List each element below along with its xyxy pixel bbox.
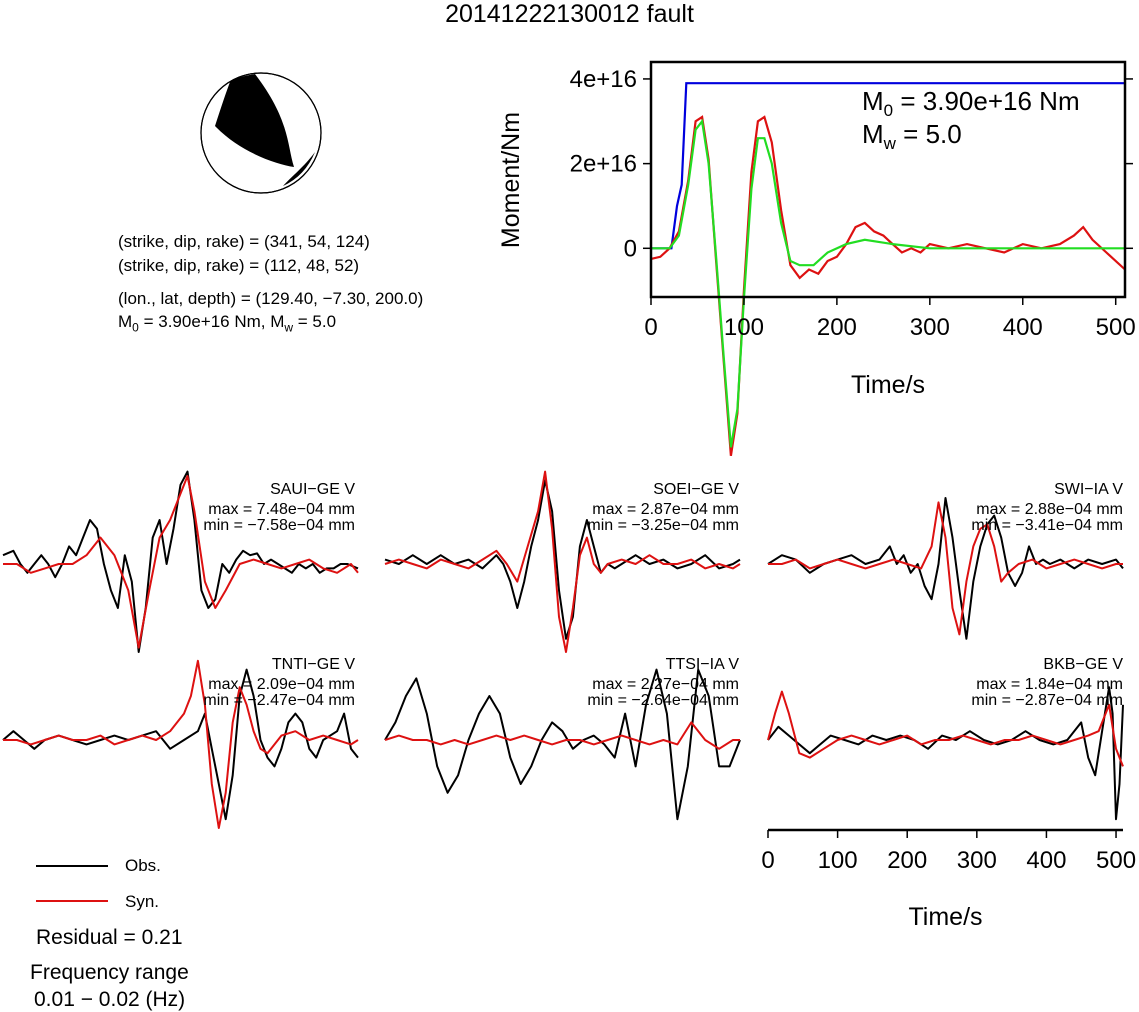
beachball-compression-quadrant-2 <box>283 152 315 186</box>
moment-ytick-label: 2e+16 <box>570 151 637 178</box>
station-name: TNTI−GE V <box>272 656 355 673</box>
beachball-compression-quadrant-1 <box>215 74 294 167</box>
station-name: SOEI−GE V <box>653 481 739 498</box>
moment-xtick-label: 100 <box>724 314 764 341</box>
station-max: max = 1.84e−04 mm <box>976 676 1123 693</box>
moment-symbol: M <box>118 312 133 331</box>
moment-ytick-label: 0 <box>624 235 637 262</box>
moment-plot-frame <box>649 60 1127 299</box>
station-max: max = 2.09e−04 mm <box>208 676 355 693</box>
moment-xtick-label: 500 <box>1096 314 1136 341</box>
moment-series-green <box>651 118 1125 448</box>
moment-ytick-label: 4e+16 <box>570 66 637 93</box>
hypocenter-location: (lon., lat, depth) = (129.40, −7.30, 200… <box>118 289 424 308</box>
moment-series-red <box>650 115 1126 456</box>
station-name: BKB−GE V <box>1043 656 1123 673</box>
moment-value: = 3.90e+16 Nm, M <box>138 312 285 331</box>
beachball-outline-top <box>200 72 322 194</box>
moment-xtick-label: 0 <box>644 314 657 341</box>
nodal-plane-2: (strike, dip, rake) = (112, 48, 52) <box>118 256 360 275</box>
synthetic-trace <box>3 659 359 829</box>
station-min: min = −2.87e−04 mm <box>971 692 1123 709</box>
waveform-xtick-label: 0 <box>761 847 774 874</box>
moment-ylabel: Moment/Nm <box>497 112 525 248</box>
station-max: max = 2.88e−04 mm <box>976 501 1123 518</box>
waveform-xtick-label: 400 <box>1026 847 1066 874</box>
waveform-xtick-label: 200 <box>887 847 927 874</box>
moment-xtick-label: 200 <box>817 314 857 341</box>
station-name: TTSI−IA V <box>666 656 740 673</box>
figure-title: 20141222130012 fault <box>445 0 694 28</box>
observed-trace <box>2 470 359 653</box>
moment-subscript: 0 <box>132 320 139 335</box>
moment-xtick-label: 400 <box>1003 314 1043 341</box>
station-min: min = −3.41e−04 mm <box>971 517 1123 534</box>
moment-xtick-label: 300 <box>910 314 950 341</box>
waveform-xtick-label: 300 <box>957 847 997 874</box>
residual-text: Residual = 0.21 <box>36 926 183 949</box>
moment-series-blue <box>651 82 1125 250</box>
observed-trace <box>384 668 741 821</box>
station-min: min = −2.47e−04 mm <box>203 692 355 709</box>
synthetic-trace <box>384 470 741 653</box>
station-min: min = −2.64e−04 mm <box>587 692 739 709</box>
waveform-time-axis: 0 100 200 300 400 500 Time/s <box>761 828 1136 931</box>
legend-obs-label: Obs. <box>125 856 161 875</box>
moment-chart: 0 100 200 300 400 500 0 2e+16 4e+16 Time/s Moment/… <box>497 60 1136 456</box>
synthetic-trace <box>384 721 740 750</box>
station-max: max = 7.48e−04 mm <box>208 501 355 518</box>
station-min: min = −7.58e−04 mm <box>203 517 355 534</box>
waveform-xtick-label: 500 <box>1096 847 1136 874</box>
station-max: max = 2.27e−04 mm <box>592 676 739 693</box>
station-max: max = 2.87e−04 mm <box>592 501 739 518</box>
nodal-plane-1: (strike, dip, rake) = (341, 54, 124) <box>118 232 370 251</box>
beachball <box>200 72 322 194</box>
moment-annotation-m0: M0 = 3.90e+16 Nm <box>862 86 1080 120</box>
waveform-xlabel: Time/s <box>908 903 982 931</box>
station-name: SAUI−GE V <box>270 481 355 498</box>
legend-syn-label: Syn. <box>125 892 160 911</box>
moment-xlabel: Time/s <box>851 371 925 399</box>
moment-magnitude-summary: M0 = 3.90e+16 Nm, Mw = 5.0 <box>118 312 336 337</box>
frequency-range-title: Frequency range <box>30 961 189 984</box>
station-name: SWI−IA V <box>1054 481 1123 498</box>
magnitude-value: = 5.0 <box>293 312 337 331</box>
station-min: min = −3.25e−04 mm <box>587 517 739 534</box>
synthetic-trace <box>768 501 1123 636</box>
synthetic-trace <box>767 690 1124 767</box>
magnitude-subscript: w <box>284 320 294 335</box>
observed-trace <box>767 497 1124 640</box>
synthetic-trace <box>3 475 359 649</box>
observed-trace <box>767 686 1124 821</box>
waveform-xtick-label: 100 <box>818 847 858 874</box>
observed-trace <box>384 479 741 640</box>
frequency-range-value: 0.01 − 0.02 (Hz) <box>34 988 186 1011</box>
moment-annotation-mw: Mw = 5.0 <box>862 119 962 153</box>
